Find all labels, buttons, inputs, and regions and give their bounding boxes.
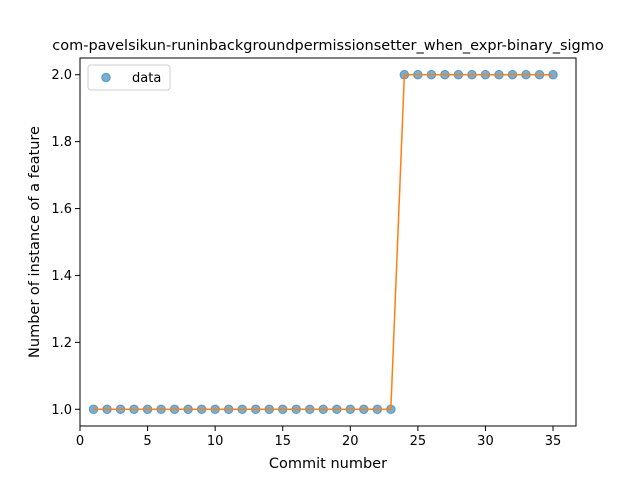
plot-frame (79, 57, 577, 427)
series-line (93, 73, 554, 411)
y-tick-label-1.4: 1.4 (51, 269, 72, 284)
legend-label-data: data (132, 71, 161, 86)
x-tick-label-15: 15 (274, 434, 291, 449)
x-tick-label-30: 30 (477, 434, 494, 449)
x-tick-label-10: 10 (207, 434, 224, 449)
y-tick-label-1.0: 1.0 (51, 403, 72, 418)
x-tick-label-35: 35 (545, 434, 562, 449)
plot-layer (88, 69, 558, 415)
chart-title: com-pavelsikun-runinbackgroundpermission… (52, 38, 604, 54)
y-tick-label-1.6: 1.6 (51, 202, 72, 217)
y-axis-label: Number of instance of a feature (27, 126, 43, 358)
x-tick-label-25: 25 (410, 434, 427, 449)
legend-box (87, 64, 171, 91)
ticks-layer: 0 5 10 15 20 25 30 35 1.0 1.2 1.4 1.6 1.8 2.0 (51, 68, 561, 449)
x-tick-label-20: 20 (342, 434, 359, 449)
y-tick-label-1.2: 1.2 (51, 336, 72, 351)
y-tick-label-2.0: 2.0 (51, 68, 72, 83)
x-tick-label-5: 5 (143, 434, 151, 449)
y-tick-label-1.8: 1.8 (51, 135, 72, 150)
legend-marker-data (101, 72, 111, 83)
x-tick-label-0: 0 (76, 434, 84, 449)
legend: data (87, 64, 171, 91)
x-axis-label: Commit number (269, 456, 387, 472)
